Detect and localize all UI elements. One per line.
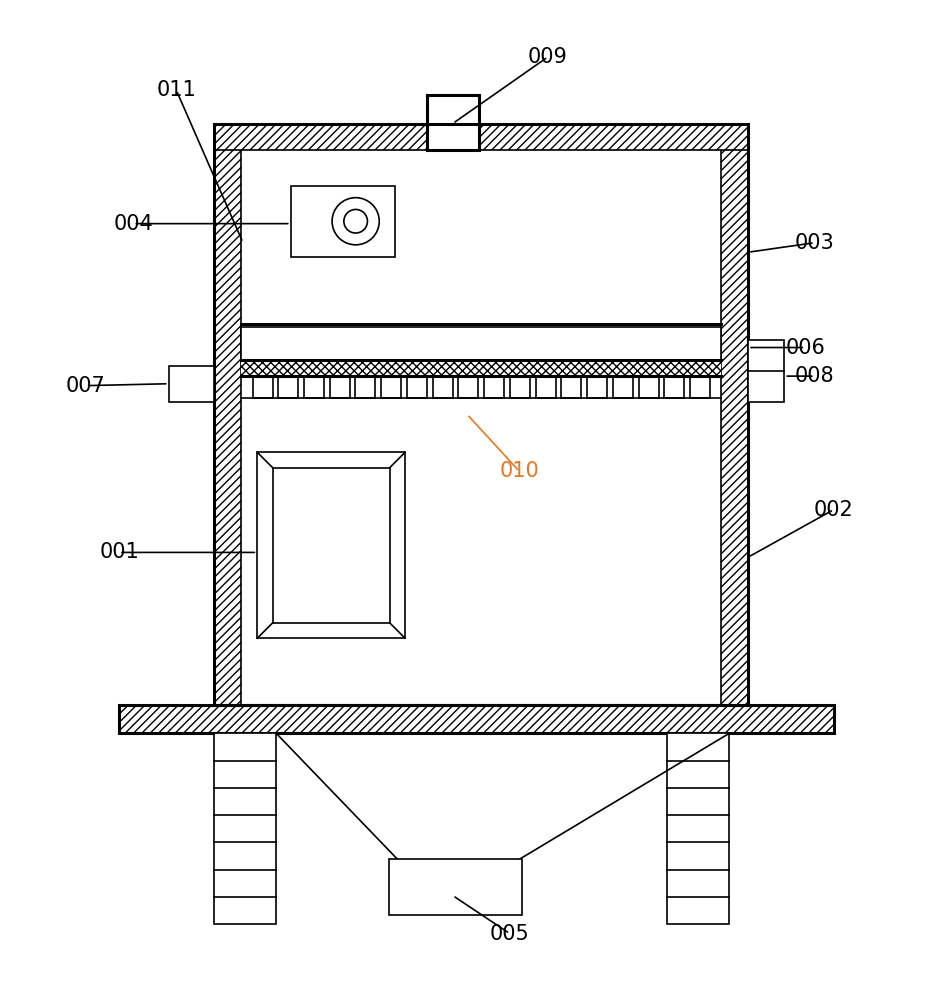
Text: 010: 010 bbox=[499, 461, 539, 481]
Bar bbox=[721, 124, 747, 705]
Text: 006: 006 bbox=[784, 338, 824, 358]
Text: 008: 008 bbox=[794, 366, 834, 386]
Bar bbox=[638, 362, 658, 398]
Bar bbox=[169, 366, 214, 402]
Bar bbox=[747, 340, 783, 402]
Bar bbox=[214, 124, 241, 705]
Text: 007: 007 bbox=[66, 376, 106, 396]
Text: 005: 005 bbox=[489, 924, 529, 944]
Circle shape bbox=[331, 198, 379, 245]
Text: 004: 004 bbox=[113, 214, 153, 234]
Text: 001: 001 bbox=[99, 542, 139, 562]
Bar bbox=[304, 362, 324, 398]
Bar bbox=[278, 362, 298, 398]
Bar bbox=[252, 362, 272, 398]
Bar bbox=[257, 452, 405, 638]
Bar bbox=[426, 95, 479, 150]
Text: 002: 002 bbox=[813, 500, 853, 520]
Bar bbox=[119, 705, 833, 733]
Bar bbox=[612, 362, 632, 398]
Bar bbox=[290, 186, 395, 257]
Bar bbox=[689, 362, 709, 398]
Text: 003: 003 bbox=[794, 233, 834, 253]
Text: 011: 011 bbox=[156, 80, 196, 100]
Bar bbox=[355, 362, 375, 398]
Bar bbox=[586, 362, 606, 398]
Bar bbox=[484, 362, 504, 398]
Bar bbox=[214, 124, 747, 705]
Bar bbox=[381, 362, 401, 398]
Bar bbox=[458, 362, 478, 398]
Bar bbox=[214, 124, 747, 150]
Bar bbox=[561, 362, 581, 398]
Text: 009: 009 bbox=[527, 47, 567, 67]
Bar bbox=[535, 362, 555, 398]
Bar bbox=[241, 327, 721, 362]
Bar bbox=[664, 362, 684, 398]
Bar bbox=[272, 468, 389, 623]
Bar bbox=[509, 362, 529, 398]
Bar bbox=[214, 124, 747, 705]
Bar bbox=[214, 733, 276, 924]
Bar bbox=[329, 362, 349, 398]
Bar bbox=[241, 360, 721, 376]
Bar bbox=[407, 362, 426, 398]
Circle shape bbox=[344, 209, 367, 233]
Bar bbox=[388, 859, 522, 915]
Bar bbox=[666, 733, 728, 924]
Bar bbox=[432, 362, 452, 398]
